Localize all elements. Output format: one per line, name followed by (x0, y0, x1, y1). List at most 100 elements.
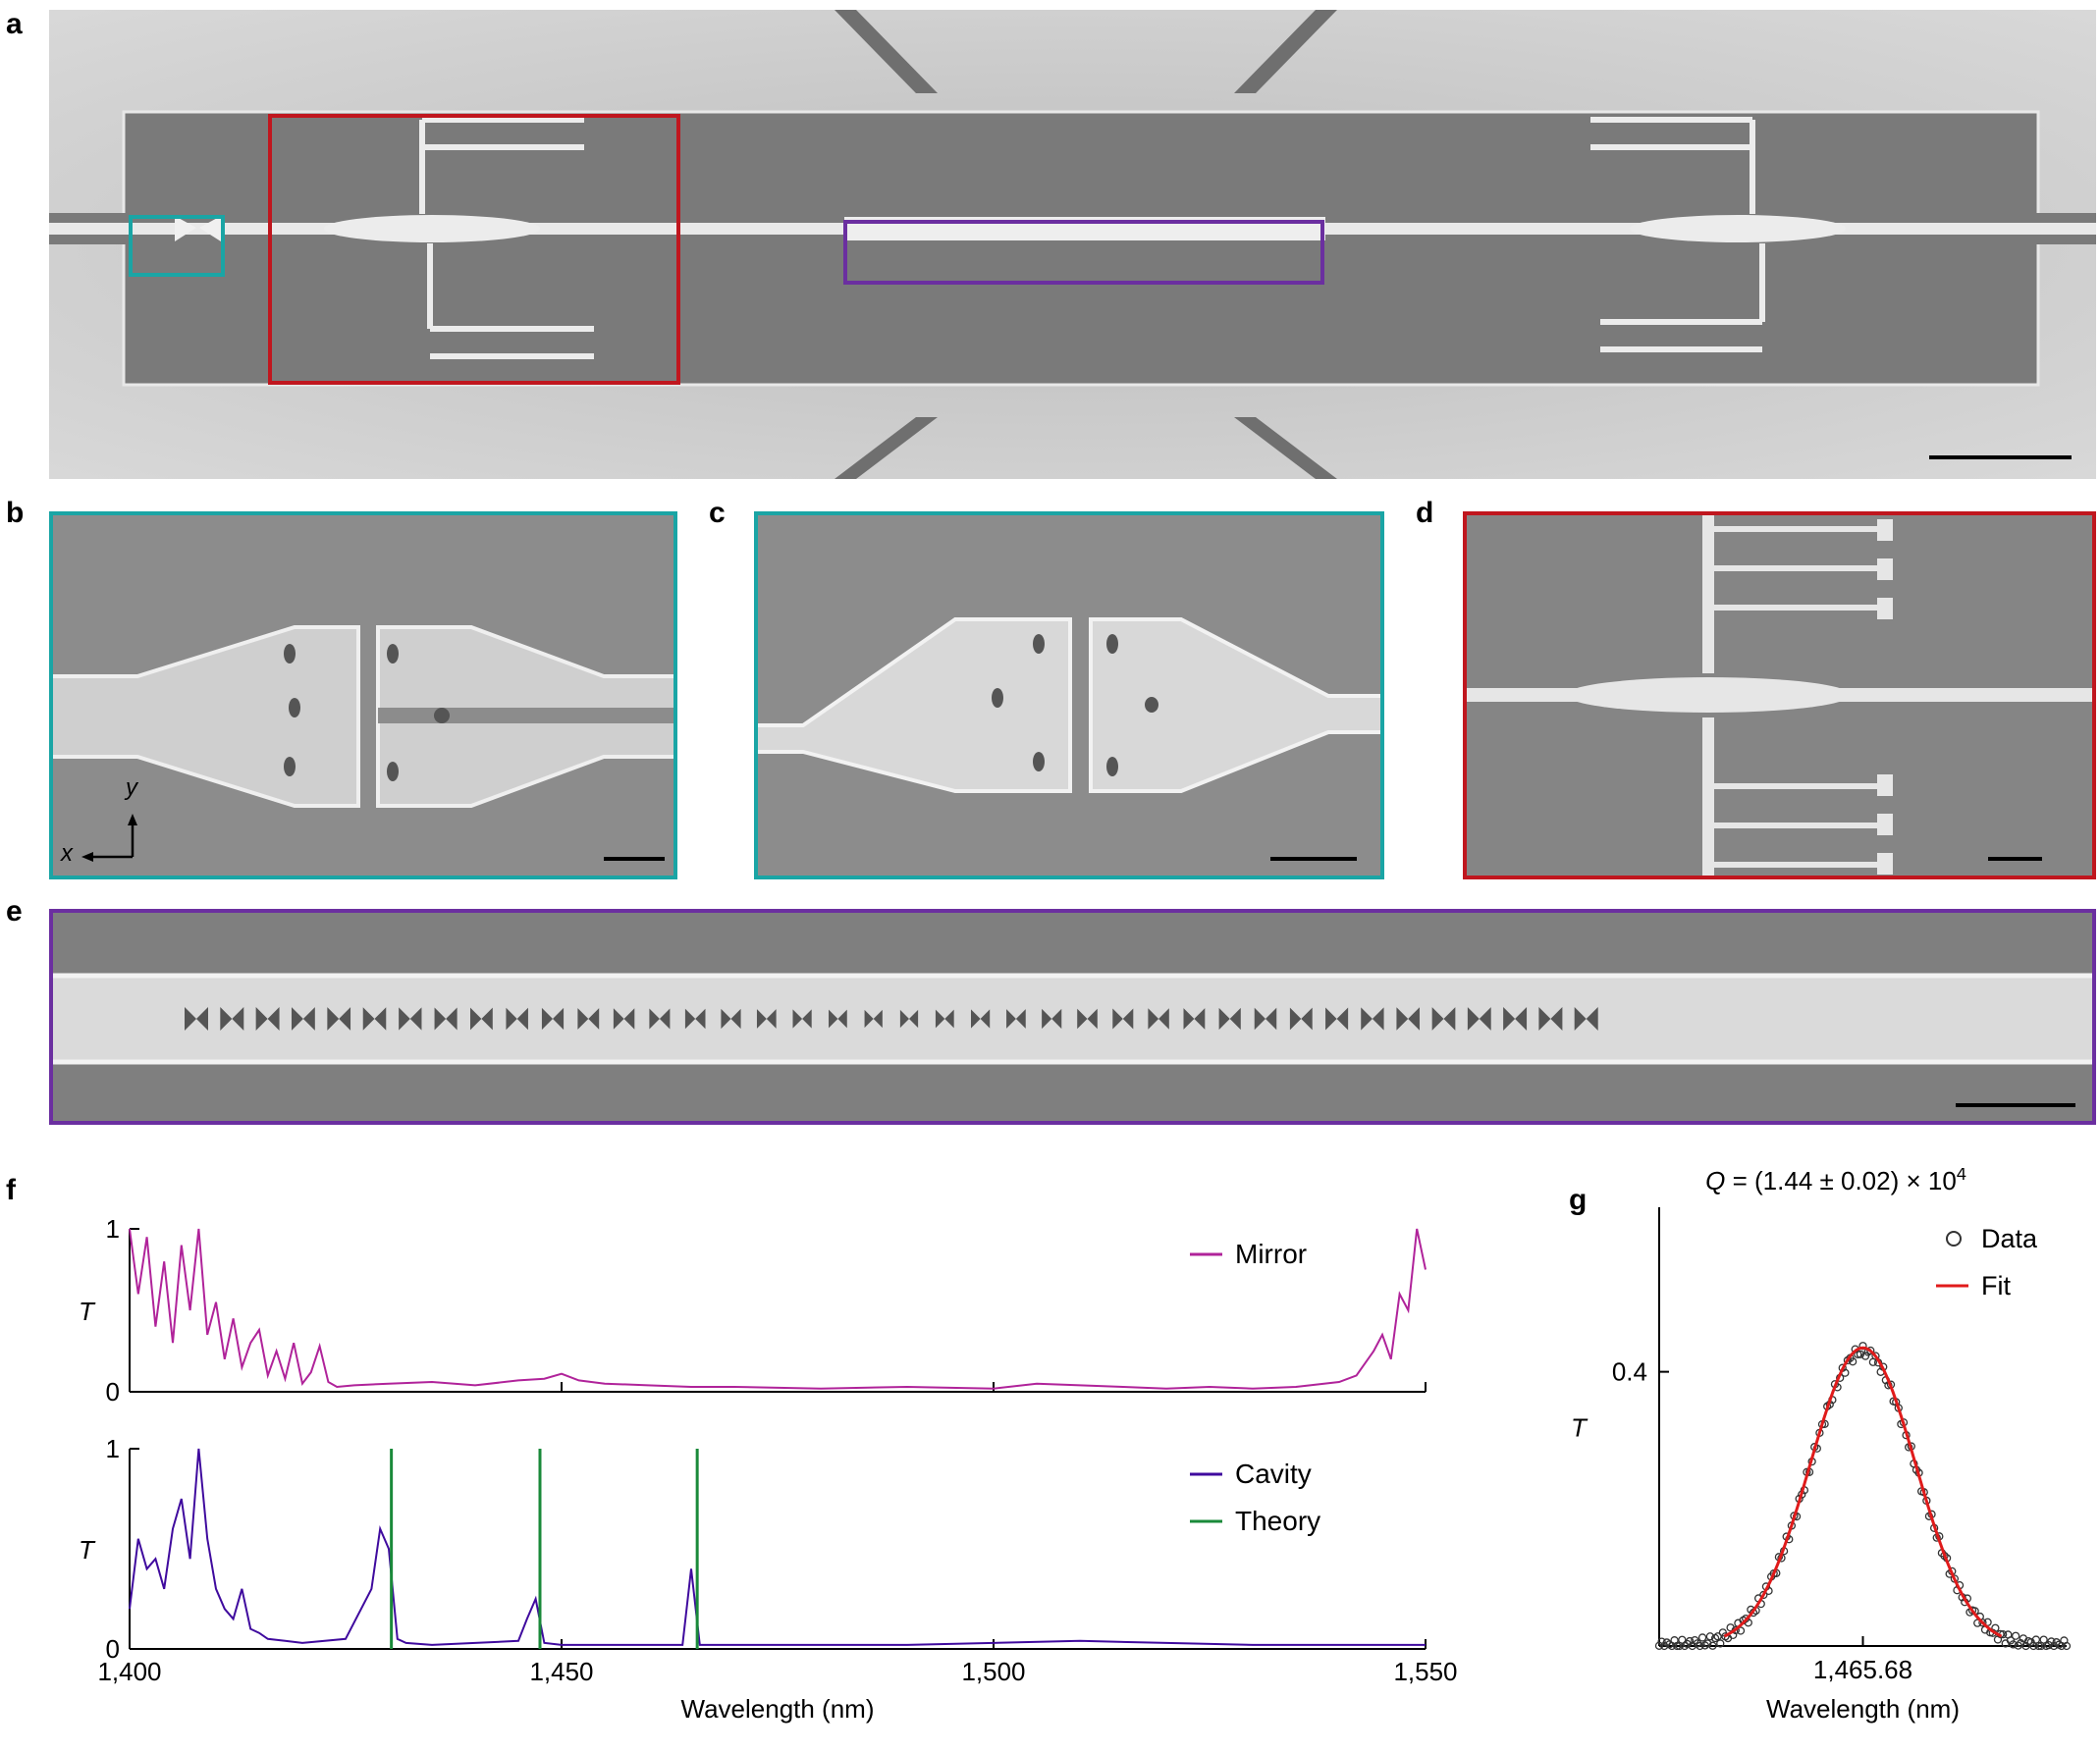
x-tick-label: 1,550 (1393, 1657, 1457, 1686)
bowtie-hole (1431, 1007, 1456, 1031)
x-axis-label: Wavelength (nm) (1766, 1694, 1960, 1724)
sem-coupler-c (754, 511, 1384, 879)
chart-title: Q = (1.44 ± 0.02) × 104 (1705, 1168, 1966, 1195)
legend-label: Theory (1235, 1506, 1320, 1536)
data-point (2052, 1638, 2061, 1647)
bowtie-hole (899, 1009, 919, 1029)
frame-c (754, 511, 1384, 879)
bowtie-hole (935, 1009, 954, 1029)
series-line-cavity (129, 1448, 1426, 1646)
sem-overview-image (49, 10, 2096, 479)
bowtie-hole (1361, 1007, 1384, 1031)
data-point (1705, 1632, 1715, 1641)
data-point (1736, 1626, 1746, 1635)
data-point (2014, 1641, 2022, 1650)
panel-letter-a: a (6, 8, 23, 40)
y-axis-label: T (79, 1535, 96, 1565)
series-line-mirror (129, 1228, 1427, 1390)
bowtie-hole (1112, 1008, 1134, 1030)
y-tick-label: 1 (106, 1214, 120, 1244)
bowtie-hole (291, 1007, 315, 1031)
bowtie-hole (684, 1008, 706, 1030)
data-point (1860, 1352, 1870, 1360)
legend-label: Cavity (1235, 1459, 1312, 1489)
data-point (1858, 1342, 1867, 1351)
sem-photonic-crystal-e (49, 909, 2096, 1125)
data-point (1848, 1357, 1858, 1366)
panel-letter-g: g (1569, 1184, 1588, 1216)
data-point (1716, 1639, 1725, 1648)
y-tick-label: 0 (106, 1634, 120, 1664)
data-point (1856, 1350, 1865, 1358)
bowtie-hole (362, 1007, 387, 1031)
data-point (1696, 1641, 1704, 1651)
x-axis-label: Wavelength (nm) (681, 1694, 875, 1724)
data-point (1685, 1636, 1695, 1646)
panel-letter-d: d (1416, 497, 1434, 529)
data-point (1693, 1639, 1702, 1648)
y-tick-label: 0 (106, 1377, 120, 1407)
data-point (1673, 1641, 1682, 1651)
bowtie-hole (255, 1007, 280, 1031)
bowtie-hole (1396, 1007, 1420, 1031)
data-point (2009, 1640, 2018, 1649)
bowtie-hole (970, 1009, 991, 1029)
frame-e (49, 909, 2096, 1125)
legend-label: Data (1981, 1224, 2038, 1253)
data-point (1843, 1355, 1853, 1365)
y-tick-label: 0.4 (1612, 1357, 1647, 1387)
y-axis-label: T (1571, 1413, 1588, 1443)
legend-marker-data (1946, 1231, 1962, 1247)
bowtie-hole (649, 1008, 671, 1030)
panel-letter-b: b (6, 497, 25, 529)
sem-cavity-d (1463, 511, 2096, 879)
chart-f: 0 1 T Mirror 0 1 T 1,400 1,450 1,500 1,550 Waveleng… (79, 1214, 1458, 1724)
frame-d (1463, 511, 2096, 879)
axis-label-x: x (61, 840, 73, 867)
data-point (1657, 1637, 1666, 1646)
data-point (1713, 1632, 1722, 1641)
bowtie-hole (792, 1009, 812, 1029)
data-point (1866, 1346, 1875, 1355)
frame-teal-b (129, 215, 225, 277)
bowtie-hole (220, 1007, 244, 1031)
panel-letter-f: f (6, 1174, 16, 1206)
data-point (2034, 1641, 2043, 1651)
panel-letter-e: e (6, 895, 23, 928)
frame-b (49, 511, 677, 879)
bowtie-hole (1183, 1008, 1206, 1030)
bowtie-hole (1148, 1008, 1169, 1030)
legend-label: Mirror (1235, 1239, 1307, 1269)
axis-label-y: y (126, 774, 137, 801)
data-point (1654, 1641, 1664, 1650)
bowtie-hole (1574, 1007, 1598, 1031)
fit-curve (1723, 1346, 2003, 1638)
x-tick-label: 1,400 (97, 1657, 161, 1686)
y-tick-label: 1 (106, 1434, 120, 1463)
data-point (1697, 1633, 1707, 1642)
bowtie-hole (1218, 1007, 1241, 1031)
data-point (2062, 1641, 2072, 1651)
data-point (2021, 1641, 2030, 1651)
bowtie-hole (399, 1007, 422, 1031)
data-point (2011, 1631, 2020, 1640)
bowtie-hole (1467, 1007, 1491, 1031)
bowtie-hole (829, 1009, 847, 1029)
bowtie-hole (1254, 1007, 1277, 1031)
frame-purple-e (843, 220, 1324, 285)
x-tick-label: 1,450 (529, 1657, 593, 1686)
x-tick-label: 1,465.68 (1813, 1655, 1912, 1684)
data-point (2047, 1637, 2056, 1646)
bowtie-hole (864, 1009, 883, 1029)
sem-coupler-b: y x (49, 511, 677, 879)
data-point (1703, 1639, 1712, 1648)
bowtie-hole (613, 1008, 635, 1030)
bowtie-hole (1077, 1008, 1098, 1030)
chart-g: 0.4 1,465.68 Wavelength (nm) T Q = (1.44 ± 0… (1571, 1168, 2072, 1724)
panel-letter-c: c (709, 497, 726, 529)
bowtie-hole (1538, 1007, 1563, 1031)
bowtie-hole (756, 1009, 777, 1029)
bowtie-hole (1006, 1009, 1026, 1029)
bowtie-hole (721, 1008, 741, 1030)
bowtie-hole (1503, 1007, 1528, 1031)
